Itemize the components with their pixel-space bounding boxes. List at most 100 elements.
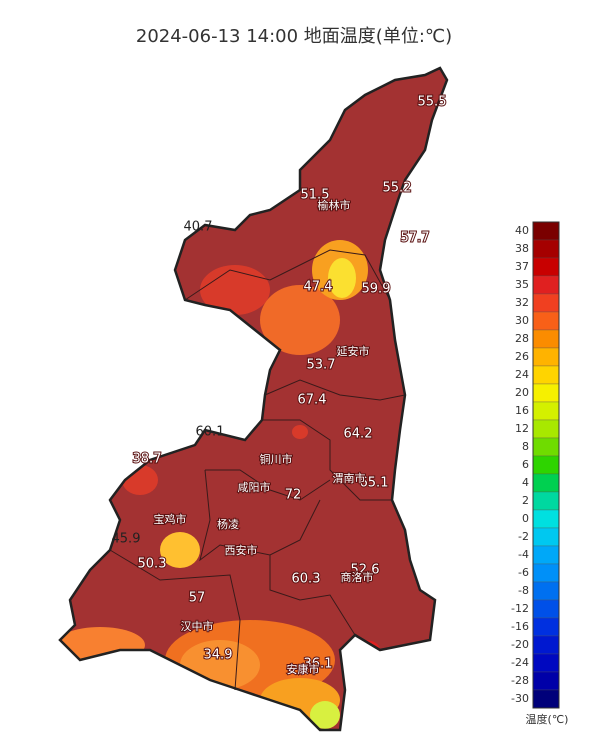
patch	[200, 265, 270, 315]
colorbar-label: 8	[522, 440, 529, 453]
colorbar-segment	[532, 491, 560, 511]
border	[264, 379, 406, 401]
city-label: 安康市	[287, 662, 320, 676]
colorbar-segment	[532, 635, 560, 655]
colorbar-segment	[532, 455, 560, 475]
colorbar-label: 32	[515, 296, 529, 309]
colorbar-segment	[532, 617, 560, 637]
colorbar-label: -12	[511, 602, 529, 615]
colorbar-label: 40	[515, 224, 529, 237]
reading: 52.6	[351, 563, 380, 578]
colorbar-title: 温度(℃)	[526, 712, 569, 726]
colorbar-frame	[532, 221, 560, 709]
patch	[160, 532, 200, 568]
colorbar-label: 24	[515, 368, 529, 381]
colorbar-label: -30	[511, 692, 529, 705]
colorbar-label: 35	[515, 278, 529, 291]
border	[205, 469, 331, 501]
reading: 59.9	[362, 282, 391, 297]
colorbar-label: -6	[518, 566, 529, 579]
colorbar-segment	[532, 221, 560, 241]
city-label: 汉中市	[181, 619, 214, 633]
reading: 34.9	[204, 648, 233, 663]
colorbar-label: 20	[515, 386, 529, 399]
reading: 64.2	[344, 427, 373, 442]
colorbar-segment	[532, 275, 560, 295]
colorbar-segment	[532, 311, 560, 331]
colorbar-segment	[532, 347, 560, 367]
colorbar-label: 28	[515, 332, 529, 345]
reading: 67.4	[298, 393, 327, 408]
colorbar-segment	[532, 383, 560, 403]
colorbar-label: -24	[511, 656, 529, 669]
colorbar: 40383735323028262420161286420-2-4-6-8-12…	[511, 221, 569, 726]
colorbar-label: 0	[522, 512, 529, 525]
colorbar-label: 2	[522, 494, 529, 507]
colorbar-label: -20	[511, 638, 529, 651]
map	[58, 66, 449, 732]
border	[199, 469, 321, 562]
reading: 60.1	[196, 425, 225, 440]
reading: 40.7	[184, 220, 213, 235]
labels: 55.5 51.5 55.2 40.7 57.7 47.4 59.9 53.7 67.4 60.1…	[112, 94, 448, 678]
colorbar-segment	[532, 527, 560, 547]
colorbar-segment	[532, 563, 560, 583]
reading: 65.1	[360, 476, 389, 491]
city-label: 宝鸡市	[154, 512, 187, 526]
reading: 57.7	[401, 231, 430, 246]
city-label: 渭南市	[333, 471, 366, 485]
colorbar-label: -4	[518, 548, 529, 561]
colorbar-label: -16	[511, 620, 529, 633]
province	[60, 68, 447, 730]
reading: 51.5	[301, 188, 330, 203]
patch	[350, 640, 380, 660]
colorbar-label: -2	[518, 530, 529, 543]
province-outline	[58, 66, 449, 732]
colorbar-label: -8	[518, 584, 529, 597]
colorbar-segment	[532, 365, 560, 385]
colorbar-segment	[532, 689, 560, 709]
reading: 38.7	[133, 452, 162, 467]
reading: 72	[285, 488, 302, 503]
colorbar-segment	[532, 653, 560, 673]
colorbar-segment	[532, 581, 560, 601]
colorbar-label: 26	[515, 350, 529, 363]
colorbar-label: 30	[515, 314, 529, 327]
colorbar-segment	[532, 329, 560, 349]
city-label: 商洛市	[341, 570, 374, 584]
colorbar-segment	[532, 239, 560, 259]
city-label: 榆林市	[318, 198, 351, 212]
reading: 55.5	[418, 95, 447, 110]
colorbar-label: 38	[515, 242, 529, 255]
colorbar-segment	[532, 437, 560, 457]
city-label: 西安市	[225, 543, 258, 557]
colorbar-segment	[532, 257, 560, 277]
colorbar-label: 12	[515, 422, 529, 435]
colorbar-segment	[532, 401, 560, 421]
border	[184, 249, 391, 301]
colorbar-segment	[532, 509, 560, 529]
colorbar-segment	[532, 671, 560, 691]
patch	[310, 701, 340, 729]
borders	[109, 249, 406, 691]
colorbar-segment	[532, 599, 560, 619]
reading: 36.1	[304, 657, 333, 672]
patch	[292, 425, 308, 439]
colorbar-segment	[532, 545, 560, 565]
reading: 45.9	[112, 532, 141, 547]
colorbar-label: -28	[511, 674, 529, 687]
reading: 47.4	[304, 280, 333, 295]
colorbar-label: 4	[522, 476, 529, 489]
patch	[260, 285, 340, 355]
colorbar-segment	[532, 419, 560, 439]
border	[109, 549, 241, 691]
colorbar-label: 6	[522, 458, 529, 471]
colorbar-segment	[532, 473, 560, 493]
border	[262, 419, 392, 501]
reading: 50.3	[138, 557, 167, 572]
reading: 57	[189, 591, 206, 606]
city-label: 咸阳市	[238, 480, 271, 494]
city-label: 杨凌	[217, 517, 239, 531]
reading: 55.2	[383, 181, 412, 196]
